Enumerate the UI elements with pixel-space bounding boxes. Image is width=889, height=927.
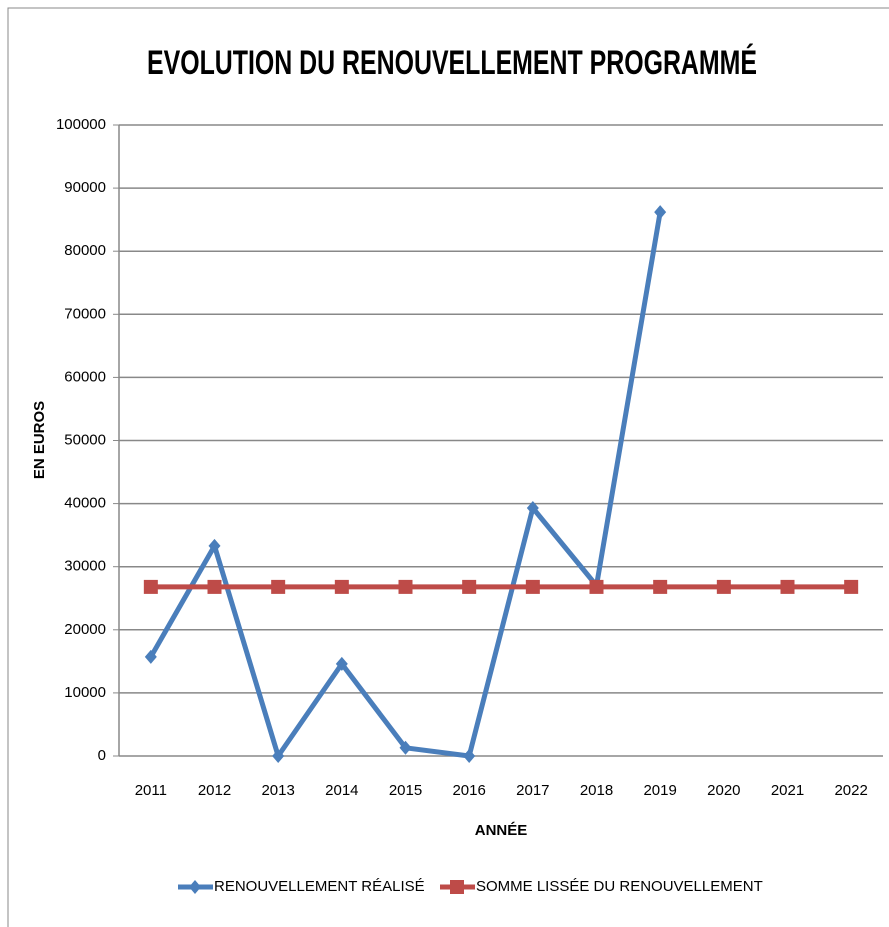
marker [334,579,349,594]
x-tick-label: 2014 [325,782,358,799]
y-tick-label: 80000 [64,242,106,259]
y-tick-label: 60000 [64,368,106,385]
y-tick-label: 30000 [64,558,106,575]
marker [335,656,348,671]
marker [463,749,476,763]
x-tick-label: 2011 [135,782,167,799]
y-axis-label: EN EUROS [31,401,48,479]
x-axis-label: ANNÉE [475,822,528,839]
chart-frame [7,7,889,927]
x-tick-label: 2022 [834,782,867,799]
legend-label: RENOUVELLEMENT RÉALISÉ [214,878,425,895]
x-tick-label: 2016 [452,782,485,799]
marker [144,649,157,664]
marker [716,579,731,594]
marker [399,740,412,755]
x-tick-label: 2020 [707,782,740,799]
marker [398,579,413,594]
marker [208,538,221,553]
y-tick-label: 70000 [64,305,106,322]
marker [844,579,859,594]
chart-title: EVOLUTION DU RENOUVELLEMENT PROGRAMMÉ [147,44,757,82]
legend-marker [189,880,201,894]
marker [780,579,795,594]
marker [272,749,285,763]
marker [143,579,158,594]
legend-marker [450,880,464,894]
marker [525,579,540,594]
y-tick-label: 40000 [64,495,106,512]
y-tick-label: 20000 [64,621,106,638]
marker [207,579,222,594]
x-tick-label: 2015 [389,782,422,799]
legend-label: SOMME LISSÉE DU RENOUVELLEMENT [476,878,763,895]
y-tick-label: 100000 [56,116,106,133]
marker [654,205,667,220]
x-tick-label: 2012 [198,782,231,799]
marker [589,579,604,594]
x-tick-label: 2018 [580,782,613,799]
marker [462,579,477,594]
x-tick-label: 2019 [643,782,676,799]
x-tick-label: 2013 [261,782,294,799]
marker [526,501,539,516]
x-tick-label: 2017 [516,782,549,799]
y-tick-label: 50000 [64,431,106,448]
y-tick-label: 10000 [64,684,106,701]
marker [653,579,668,594]
y-tick-label: 0 [98,747,106,764]
y-tick-label: 90000 [64,179,106,196]
x-tick-label: 2021 [771,782,804,799]
marker [271,579,286,594]
